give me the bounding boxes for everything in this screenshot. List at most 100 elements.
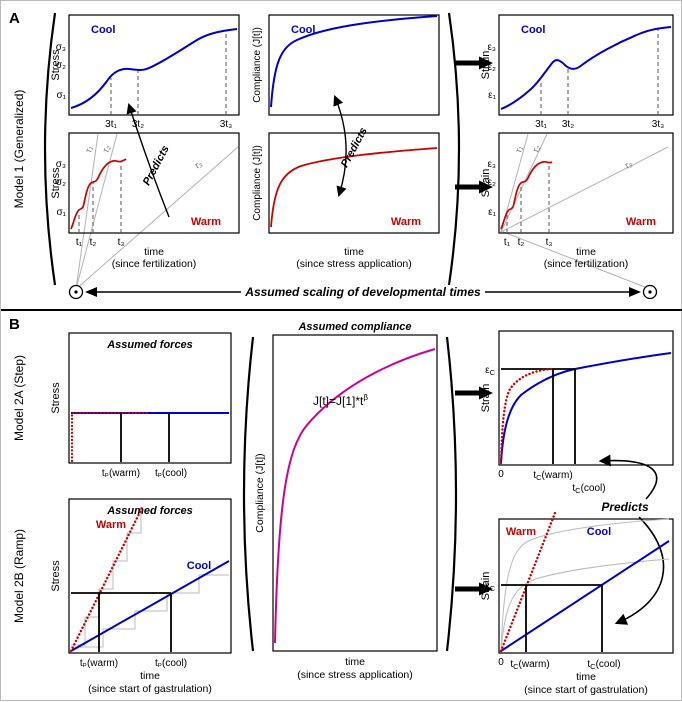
y-axis-label: Stress — [50, 382, 62, 414]
panel-b: B Model 2A (Step) Model 2B (Ramp) Assume… — [9, 316, 674, 696]
curve-strain-cool — [500, 540, 670, 652]
curve-strain-warm — [499, 511, 557, 653]
arrow-right-icon — [455, 386, 493, 400]
curve-strain-cool — [500, 352, 672, 464]
plot-frame — [498, 518, 674, 654]
guide-lines — [540, 29, 659, 115]
ytick: σ₁ — [56, 90, 66, 101]
predicts-arrow-up-icon — [598, 454, 658, 500]
xtick: t₂ — [518, 237, 525, 248]
plot-ramp-forces: Assumed forces Stress Warm Cool tₚ(warm)… — [50, 498, 232, 695]
plot-frame — [498, 14, 674, 116]
x-axis-label: time — [576, 246, 596, 258]
plot-title: Assumed forces — [106, 339, 193, 351]
xtick-tc-warm: tC(warm) — [533, 470, 572, 482]
plot-frame — [68, 498, 232, 654]
curve-strain-warm — [499, 367, 554, 465]
y-axis-label: Strain — [480, 169, 492, 198]
xtick: 3t₁ — [535, 119, 547, 130]
y-axis-label: Strain — [480, 384, 492, 413]
plot-frame — [268, 132, 440, 234]
y-axis-label: Strain — [480, 51, 492, 80]
plot-frame — [68, 332, 232, 464]
xtick: 3t₁ — [105, 119, 117, 130]
scaling-line — [500, 230, 651, 290]
ytick: σ₂ — [56, 60, 66, 71]
arrow-right-icon — [455, 56, 493, 70]
y-axis-label: Stress — [50, 560, 62, 592]
cool-label: Cool — [521, 24, 545, 36]
x-axis-label: time — [345, 656, 365, 668]
cool-label: Cool — [91, 24, 115, 36]
curve-stress-cool — [70, 28, 238, 109]
warm-label: Warm — [391, 216, 421, 228]
scaling-line — [75, 146, 239, 290]
curve-compliance-cool — [270, 15, 438, 108]
x-axis-label: (since fertilization) — [112, 258, 197, 270]
xtick-tp-warm: tₚ(warm) — [102, 468, 140, 479]
warm-label: Warm — [626, 216, 656, 228]
xtick: t₁ — [504, 237, 511, 248]
xtick-tp-cool: tₚ(cool) — [155, 468, 187, 479]
tau-label: τ₁ — [513, 145, 524, 153]
xtick: 3t₃ — [652, 119, 664, 130]
arrow-left-head-icon — [85, 287, 97, 297]
xtick-tp-cool: tₚ(cool) — [155, 658, 187, 669]
bracket-right-icon — [445, 336, 458, 652]
curve-ramp-cool — [70, 560, 230, 652]
xtick: t₃ — [546, 237, 553, 248]
panel-a: A Model 1 (Generalized) Cool Stress σ₃ σ… — [9, 10, 674, 300]
cool-label: Cool — [587, 526, 611, 538]
plot-stress-cool: Cool Stress σ₃ σ₂ σ₁ 3t₁ 3t₂ 3t₃ — [50, 14, 240, 130]
xtick-tc-cool: tC(cool) — [587, 659, 620, 671]
y-axis-label: Strain — [480, 572, 492, 601]
plot-strain-warm: Warm Strain ε₃ ε₂ ε₁ τ₁ τ₂ τ₃ t₁ t₂ t₃ — [480, 132, 674, 248]
model-2a-label: Model 2A (Step) — [12, 355, 26, 441]
origin-zero: 0 — [498, 469, 504, 480]
curve-step-warm — [70, 411, 151, 463]
ytick: ε₁ — [488, 90, 496, 101]
ytick: σ₃ — [56, 42, 66, 53]
x-axis-label: (since stress application) — [297, 669, 413, 681]
predicts-double-arrow-icon — [333, 95, 347, 198]
tau-label: τ₁ — [83, 145, 94, 153]
origin-zero: 0 — [498, 657, 504, 668]
predicts-label: Predicts — [141, 144, 172, 188]
xtick: t₃ — [118, 237, 125, 248]
plot-frame — [498, 330, 674, 466]
plot-title: Assumed forces — [106, 505, 193, 517]
ytick: ε₃ — [487, 159, 496, 170]
scaling-caption: Assumed scaling of developmental times — [244, 285, 481, 299]
x-axis-label: time — [344, 246, 364, 258]
xtick: t₂ — [90, 237, 97, 248]
xtick: 3t₂ — [132, 119, 144, 130]
ytick: ε₁ — [488, 207, 496, 218]
predicts-label: Predicts — [601, 500, 649, 514]
y-axis-label: Stress — [50, 49, 62, 81]
plot-stress-warm: Warm Stress σ₃ σ₂ σ₁ τ₁ τ₂ τ₃ t₁ t₂ t₃ — [50, 132, 240, 248]
scaling-line — [500, 146, 669, 233]
equation-label: J[t]=J[1]*tβ — [313, 393, 368, 408]
plot-strain-step: Strain εC 0 tC(warm) tC(cool) — [480, 330, 674, 495]
plot-frame — [498, 132, 674, 234]
y-axis-label: Compliance (J[t]) — [252, 27, 263, 103]
xtick-tc-warm: tC(warm) — [510, 659, 549, 671]
model-2b-label: Model 2B (Ramp) — [12, 529, 26, 623]
plot-strain-ramp: Strain Warm Cool εC 0 tC(warm) tC(cool) … — [480, 511, 674, 696]
panel-b-label: B — [9, 316, 20, 333]
scaling-line — [75, 133, 99, 290]
cool-label: Cool — [187, 560, 211, 572]
ytick: ε₂ — [488, 62, 496, 73]
warm-label: Warm — [191, 216, 221, 228]
scaling-arrow: Assumed scaling of developmental times — [68, 284, 658, 300]
warm-label: Warm — [506, 526, 536, 538]
scaling-line — [500, 133, 548, 233]
bracket-left-icon — [242, 336, 255, 652]
guide-lines — [110, 30, 227, 115]
scaling-fan-left — [75, 133, 239, 290]
cool-label: Cool — [291, 24, 315, 36]
origin-dot-icon — [74, 290, 78, 294]
plot-step-forces: Assumed forces Stress tₚ(warm) tₚ(cool) — [50, 332, 232, 479]
